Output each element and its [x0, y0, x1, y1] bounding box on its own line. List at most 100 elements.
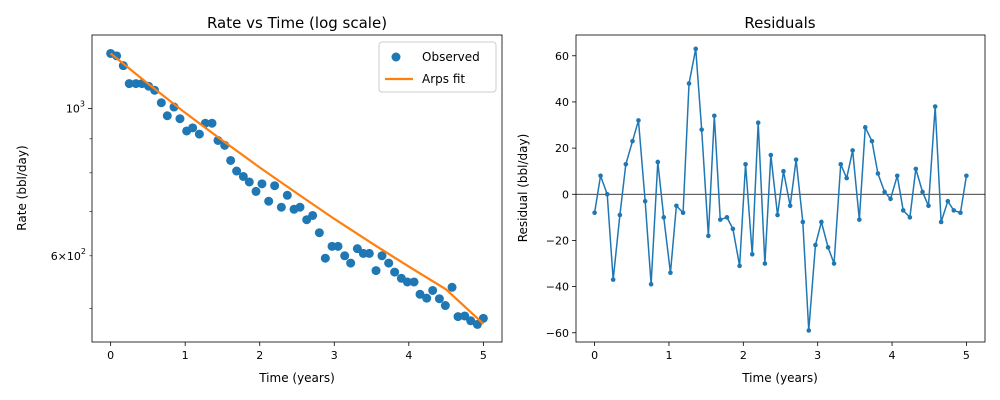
- rate-xtick-label: 3: [331, 349, 338, 362]
- observed-point: [422, 293, 432, 303]
- residual-ytick-label: −40: [546, 281, 569, 294]
- residual-point: [938, 219, 944, 225]
- observed-point: [264, 196, 274, 206]
- residual-point: [630, 138, 635, 144]
- rate-ytick-label: 103: [66, 99, 85, 115]
- rate-xtick-label: 4: [405, 349, 412, 362]
- residual-point: [781, 168, 786, 174]
- residuals-chart-title: Residuals: [744, 14, 815, 32]
- observed-point: [409, 277, 419, 287]
- observed-point: [207, 118, 217, 128]
- residual-ytick-label: −60: [546, 327, 569, 340]
- observed-point: [162, 111, 172, 121]
- residual-point: [793, 157, 799, 162]
- residual-point: [882, 189, 887, 195]
- residual-point: [894, 173, 900, 179]
- residual-point: [813, 242, 818, 248]
- residual-point: [850, 148, 855, 153]
- residual-point: [655, 159, 661, 165]
- residuals-chart-series: [592, 46, 969, 333]
- residual-point: [775, 212, 780, 218]
- observed-point: [346, 258, 356, 268]
- residual-point: [693, 46, 699, 52]
- residual-point: [888, 196, 893, 202]
- observed-point: [112, 51, 122, 61]
- observed-point: [188, 123, 198, 133]
- residual-point: [661, 215, 667, 220]
- observed-point: [308, 210, 318, 220]
- observed-point: [447, 282, 457, 292]
- residual-point: [951, 208, 957, 213]
- residual-point: [699, 127, 704, 132]
- residuals-chart-xlabel: Time (years): [741, 371, 818, 385]
- observed-point: [390, 267, 400, 277]
- residual-ytick-label: 40: [555, 96, 569, 109]
- residual-point: [604, 191, 610, 197]
- observed-point: [226, 155, 236, 165]
- residual-point: [844, 175, 849, 181]
- observed-point: [364, 248, 374, 258]
- observed-point: [257, 179, 267, 189]
- residual-point: [724, 215, 730, 220]
- residuals-chart-ylabel: Residual (bbl/day): [516, 134, 530, 243]
- rate-xtick-label: 0: [107, 349, 114, 362]
- observed-point: [440, 301, 450, 311]
- observed-point: [472, 319, 482, 329]
- residual-point: [592, 210, 597, 216]
- observed-point: [156, 98, 166, 108]
- residual-point: [819, 219, 824, 225]
- observed-point: [340, 251, 350, 261]
- residual-point: [730, 226, 736, 232]
- rate-xtick-label: 5: [480, 349, 487, 362]
- rate-chart-title: Rate vs Time (log scale): [207, 14, 387, 32]
- residual-xtick-label: 2: [740, 349, 747, 362]
- rate-chart-legend: Observed Arps fit: [378, 41, 497, 93]
- residual-xtick-label: 1: [665, 349, 672, 362]
- residual-point: [712, 113, 717, 119]
- residual-point: [617, 212, 623, 218]
- observed-point: [244, 177, 254, 187]
- residual-point: [838, 161, 844, 167]
- residual-point: [964, 173, 969, 179]
- residual-point: [932, 104, 938, 109]
- residual-point: [869, 138, 875, 144]
- residual-point: [598, 173, 603, 179]
- observed-point: [377, 251, 387, 261]
- residual-point: [623, 161, 629, 167]
- residual-point: [920, 189, 925, 195]
- observed-point: [384, 258, 394, 268]
- observed-point: [314, 228, 324, 238]
- observed-point: [118, 61, 128, 71]
- residual-xtick-label: 3: [814, 349, 821, 362]
- legend-observed-label: Observed: [422, 50, 480, 64]
- legend-fit-label: Arps fit: [422, 72, 465, 86]
- residual-point: [926, 203, 931, 209]
- observed-point: [333, 241, 343, 251]
- observed-point: [320, 253, 330, 263]
- rate-chart-panel: Rate vs Time (log scale) 0 1 2 3 4 51036×102 …: [15, 14, 503, 385]
- residual-point: [945, 198, 951, 204]
- residual-point: [862, 125, 868, 130]
- residual-point: [648, 281, 654, 287]
- residuals-chart-panel: Residuals 0 1 2 3 4 5 −60 −40 −20 0 20 40 60 Time (y…: [516, 14, 986, 385]
- residual-point: [958, 210, 963, 216]
- residual-point: [907, 215, 913, 220]
- arps-fit-line: [109, 52, 485, 325]
- residual-point: [737, 263, 742, 269]
- rate-chart-ylabel: Rate (bbl/day): [15, 145, 29, 230]
- residual-xtick-label: 0: [591, 349, 598, 362]
- observed-point: [232, 166, 242, 176]
- rate-chart-ticks: 0 1 2 3 4 5 103 6×102: [51, 99, 487, 362]
- observed-point: [270, 181, 280, 191]
- observed-point: [466, 316, 476, 326]
- rate-xtick-label: 1: [182, 349, 189, 362]
- residual-point: [857, 217, 862, 222]
- rate-chart-frame: [91, 34, 503, 343]
- residual-ytick-label: 0: [562, 188, 569, 201]
- observed-point: [434, 294, 444, 304]
- observed-point: [415, 289, 425, 299]
- observed-point: [295, 202, 305, 212]
- residual-point: [825, 245, 831, 250]
- residual-point: [755, 120, 761, 126]
